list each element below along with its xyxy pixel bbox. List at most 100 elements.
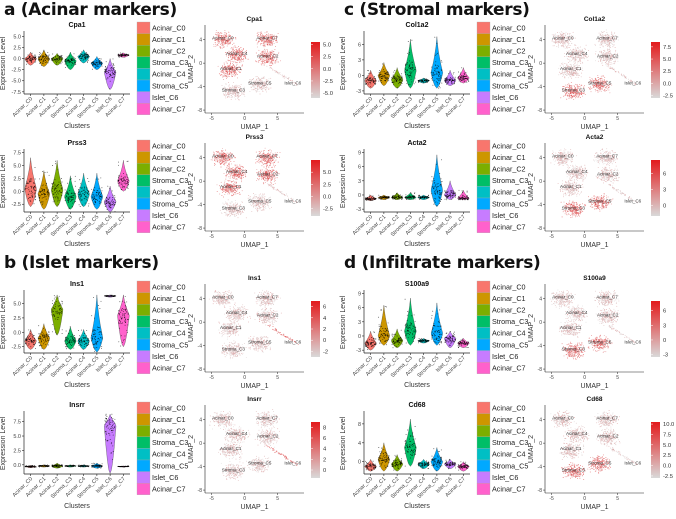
umap-point (240, 59, 241, 60)
umap-point (260, 94, 261, 95)
umap-point (233, 61, 234, 62)
data-point (72, 200, 73, 201)
umap-point (217, 41, 218, 42)
data-point (72, 195, 73, 196)
data-point (28, 58, 29, 59)
data-point (58, 60, 59, 61)
umap-x-tick-label: 0 (243, 116, 246, 122)
umap-cluster-label: Stroma_C5 (248, 198, 272, 203)
umap-point (268, 59, 269, 60)
umap-point (233, 47, 234, 48)
data-point (92, 192, 93, 193)
umap-point (218, 66, 219, 67)
umap-point (240, 60, 241, 61)
umap-point (223, 42, 224, 43)
data-point (72, 58, 73, 59)
umap-point (269, 41, 270, 42)
umap-point (275, 183, 276, 184)
umap-point (276, 71, 277, 72)
umap-point (235, 157, 236, 158)
umap-cluster-label: Acinar_C2 (257, 171, 279, 176)
data-point (55, 161, 56, 162)
umap-point (235, 58, 236, 59)
umap-x-tick-label: -5 (209, 234, 214, 240)
umap-point (217, 32, 218, 33)
data-point (66, 193, 67, 194)
data-point (39, 345, 40, 346)
data-point (106, 202, 107, 203)
umap-point (275, 71, 276, 72)
data-point (75, 176, 76, 177)
data-point (67, 60, 68, 61)
data-point (125, 176, 126, 177)
data-point (110, 204, 111, 205)
umap-point (241, 58, 242, 59)
umap-point (223, 71, 224, 72)
data-point (114, 197, 115, 198)
data-point (67, 59, 68, 60)
data-point (107, 67, 108, 68)
umap-x-label: UMAP_1 (240, 242, 268, 249)
data-point (74, 53, 75, 54)
data-point (71, 199, 72, 200)
section-title-d: d (Infiltrate markers) (344, 253, 541, 273)
data-point (29, 197, 30, 198)
umap-point (242, 202, 243, 203)
data-point (102, 190, 103, 191)
data-point (106, 203, 107, 204)
data-point (31, 187, 32, 188)
data-point (35, 186, 36, 187)
umap-point (262, 159, 263, 160)
data-point (105, 66, 106, 67)
umap-point (282, 193, 283, 194)
data-point (93, 194, 94, 195)
data-point (42, 58, 43, 59)
data-point (65, 189, 66, 190)
umap-point (228, 180, 229, 181)
data-point (99, 188, 100, 189)
umap-point (222, 85, 223, 86)
umap-point (276, 61, 277, 62)
data-point (113, 64, 114, 65)
data-point (43, 51, 44, 52)
umap-point (263, 86, 264, 87)
data-point (78, 192, 79, 193)
umap-point (241, 177, 242, 178)
umap-point (261, 160, 262, 161)
data-point (40, 56, 41, 57)
umap-point (227, 72, 228, 73)
umap-point (263, 208, 264, 209)
data-point (42, 56, 43, 57)
umap-point (235, 175, 236, 176)
umap-point (227, 73, 228, 74)
umap-x-tick-label: -5 (209, 116, 214, 122)
data-point (108, 201, 109, 202)
data-point (60, 56, 61, 57)
data-point (46, 341, 47, 342)
umap-point (266, 162, 267, 163)
data-point (70, 201, 71, 202)
umap-point (229, 216, 230, 217)
data-point (44, 56, 45, 57)
data-point (48, 334, 49, 335)
y-tick-label: 7.5 (13, 151, 21, 157)
umap-point (274, 179, 275, 180)
umap-point (223, 189, 224, 190)
data-point (54, 298, 55, 299)
umap-point (257, 85, 258, 86)
umap-point (266, 32, 267, 33)
data-point (67, 192, 68, 193)
umap-point (222, 148, 223, 149)
data-point (75, 58, 76, 59)
data-point (112, 199, 113, 200)
data-point (26, 183, 27, 184)
umap-point (226, 84, 227, 85)
data-point (31, 61, 32, 62)
umap-point (229, 160, 230, 161)
data-point (33, 340, 34, 341)
umap-point (238, 211, 239, 212)
umap-point (251, 86, 252, 87)
data-point (92, 197, 93, 198)
umap-point (220, 159, 221, 160)
